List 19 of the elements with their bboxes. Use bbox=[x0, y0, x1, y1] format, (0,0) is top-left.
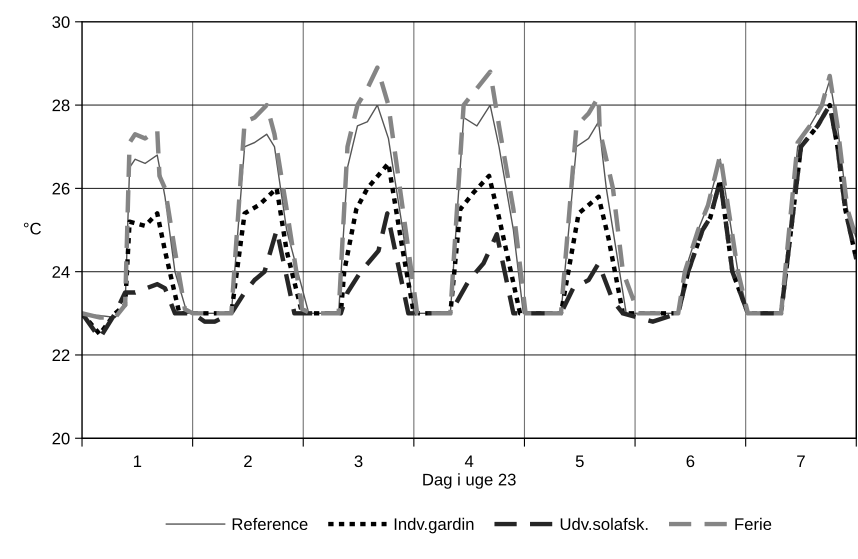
y-tick-label: 24 bbox=[52, 266, 70, 278]
x-tick-label: 4 bbox=[464, 456, 474, 467]
y-tick-label: 30 bbox=[52, 16, 70, 28]
y-tick-label: 20 bbox=[52, 432, 70, 444]
y-tick-label: 28 bbox=[52, 99, 70, 112]
x-tick-label: 7 bbox=[797, 456, 805, 467]
legend-label: Reference bbox=[232, 518, 308, 530]
x-tick-label: 1 bbox=[134, 456, 142, 467]
y-tick-label: 22 bbox=[52, 349, 70, 362]
x-tick-label: 2 bbox=[244, 455, 252, 467]
x-tick-label: 3 bbox=[354, 455, 362, 468]
x-tick-label: 5 bbox=[576, 456, 584, 468]
x-axis-title: Dag i uge 23 bbox=[423, 473, 516, 489]
x-tick-label: 6 bbox=[686, 455, 694, 468]
legend-label: Ferie bbox=[735, 518, 772, 530]
y-axis-title: °C bbox=[24, 222, 41, 234]
legend-label: Indv.gardin bbox=[394, 518, 474, 534]
legend-label: Udv.solafsk. bbox=[560, 518, 648, 530]
y-tick-label: 26 bbox=[52, 182, 70, 195]
